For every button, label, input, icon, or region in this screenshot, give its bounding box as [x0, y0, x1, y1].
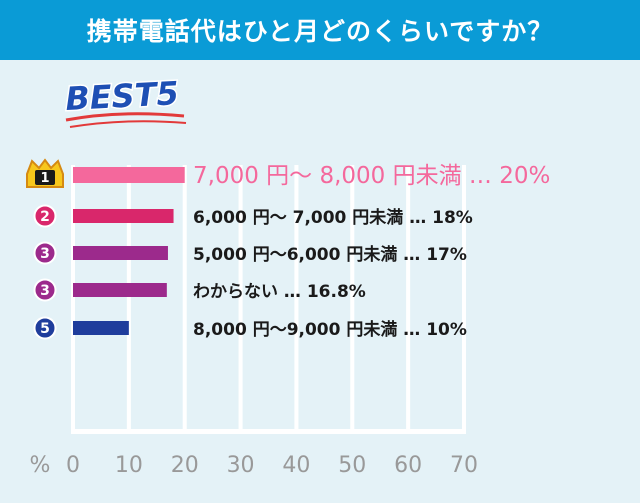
rank-badge-icon — [33, 278, 57, 302]
header-banner: 携帯電話代はひと月どのくらいですか？ — [0, 0, 640, 60]
tick-label: 20 — [171, 453, 199, 478]
page-title: 携帯電話代はひと月どのくらいですか？ — [86, 17, 554, 46]
heading-underline — [65, 112, 185, 122]
rank-label: 2 — [40, 209, 50, 225]
grid-line — [462, 165, 466, 432]
bar-label: 8,000 円〜9,000 円未満 … 10% — [193, 319, 467, 340]
heading-text: BEST5 — [64, 74, 179, 118]
grid-line — [406, 165, 411, 432]
rank-label: 3 — [40, 246, 50, 262]
bar — [73, 321, 129, 335]
rank-badge-icon — [33, 241, 57, 265]
bar-label: 7,000 円〜 8,000 円未満 … 20% — [193, 163, 550, 189]
tick-label: 10 — [115, 453, 143, 478]
tick-label: 0 — [66, 453, 80, 478]
rank-badge-icon — [33, 204, 57, 228]
unit-label: % — [30, 453, 51, 478]
bar-label: わからない … 16.8% — [193, 282, 366, 302]
bar-chart: BEST5 1 7,000 円〜 8,000 円未満 … 20% 2 6,000 円〜… — [26, 73, 550, 478]
rank-badge-icon — [33, 316, 57, 340]
grid-line — [71, 165, 75, 432]
grid-line — [182, 165, 187, 432]
tick-label: 40 — [282, 453, 310, 478]
bar-label: 6,000 円〜 7,000 円未満 … 18% — [193, 207, 473, 228]
tick-label: 70 — [450, 453, 478, 478]
tick-label: 30 — [227, 453, 255, 478]
bar — [73, 283, 167, 297]
tick-label: 60 — [394, 453, 422, 478]
grid-line — [294, 165, 299, 432]
best5-heading: BEST5 — [63, 73, 187, 128]
grid-lines — [71, 165, 466, 434]
rank-label: 3 — [40, 283, 50, 299]
x-axis: % 0 10 20 30 40 50 60 70 — [30, 453, 478, 478]
rank-label: 5 — [40, 321, 50, 337]
grid-line — [126, 165, 131, 432]
crown-badge-box — [35, 170, 55, 185]
heading-underline — [69, 120, 187, 128]
bar — [73, 246, 168, 260]
bar — [73, 209, 174, 223]
grid-line — [238, 165, 243, 432]
bars: 1 7,000 円〜 8,000 円未満 … 20% 2 6,000 円〜 7,000… — [26, 158, 550, 340]
rank-label: 1 — [40, 171, 49, 186]
tick-label: 50 — [338, 453, 366, 478]
grid-line — [350, 165, 355, 432]
bar-label: 5,000 円〜6,000 円未満 … 17% — [193, 244, 467, 265]
bar — [73, 167, 185, 183]
axis-baseline — [71, 429, 466, 434]
